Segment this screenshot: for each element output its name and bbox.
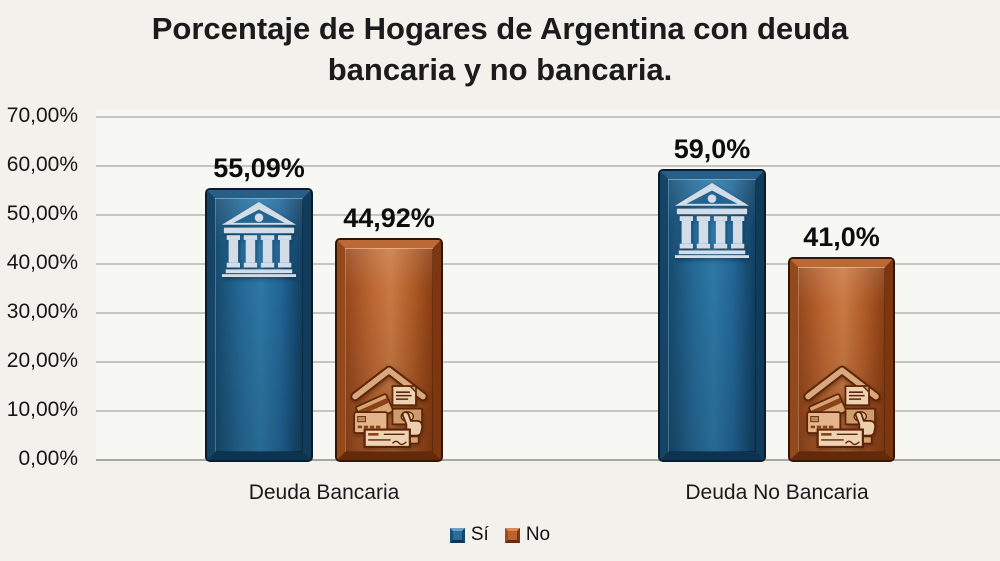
x-axis-line <box>96 459 1000 461</box>
household-debt-icon <box>802 365 881 448</box>
legend-item-no: No <box>504 524 551 546</box>
category-label-deuda-no-bancaria: Deuda No Bancaria <box>685 481 869 504</box>
y-axis-tick-label: 50,00% <box>6 202 78 225</box>
legend-si-label: Sí <box>470 524 489 545</box>
gridline <box>96 361 1000 363</box>
gridline <box>96 312 1000 314</box>
gridline <box>96 165 1000 167</box>
y-axis-tick-label: 40,00% <box>6 251 78 274</box>
gridline <box>96 214 1000 216</box>
y-axis-tick-label: 60,00% <box>6 153 78 176</box>
value-label-deuda-bancaria-no: 44,92% <box>343 203 435 233</box>
y-axis-tick-label: 70,00% <box>6 104 78 127</box>
legend-no-label: No <box>525 524 551 545</box>
bar-deuda-no-bancaria-no <box>788 257 895 462</box>
y-axis-tick-label: 20,00% <box>6 349 78 372</box>
value-label-deuda-bancaria-si: 55,09% <box>213 153 305 183</box>
value-label-deuda-no-bancaria-no: 41,0% <box>803 222 880 252</box>
category-label-deuda-bancaria: Deuda Bancaria <box>248 481 400 504</box>
gridline <box>96 410 1000 412</box>
y-axis-tick-label: 30,00% <box>6 300 78 323</box>
legend-item-si: Sí <box>449 524 489 546</box>
gridline <box>96 116 1000 118</box>
chart-title: Porcentaje de Hogares de Argentina con d… <box>0 8 1000 90</box>
bar-deuda-bancaria-si <box>205 188 313 462</box>
y-axis-tick-label: 10,00% <box>6 398 78 421</box>
chart-title-line1: Porcentaje de Hogares de Argentina con d… <box>151 11 849 46</box>
chart-title-line2: bancaria y no bancaria. <box>327 52 673 87</box>
legend-si-swatch <box>449 527 465 543</box>
y-axis-tick-label: 0,00% <box>18 447 78 470</box>
legend-no-swatch <box>504 527 520 543</box>
bank-icon <box>221 201 297 277</box>
bar-deuda-bancaria-no <box>335 238 443 462</box>
bank-icon <box>674 182 750 258</box>
value-label-deuda-no-bancaria-si: 59,0% <box>673 134 751 164</box>
gridline <box>96 263 1000 265</box>
bar-deuda-no-bancaria-si <box>658 169 766 462</box>
legend: Sí No <box>0 524 1000 546</box>
household-debt-icon <box>350 365 428 448</box>
